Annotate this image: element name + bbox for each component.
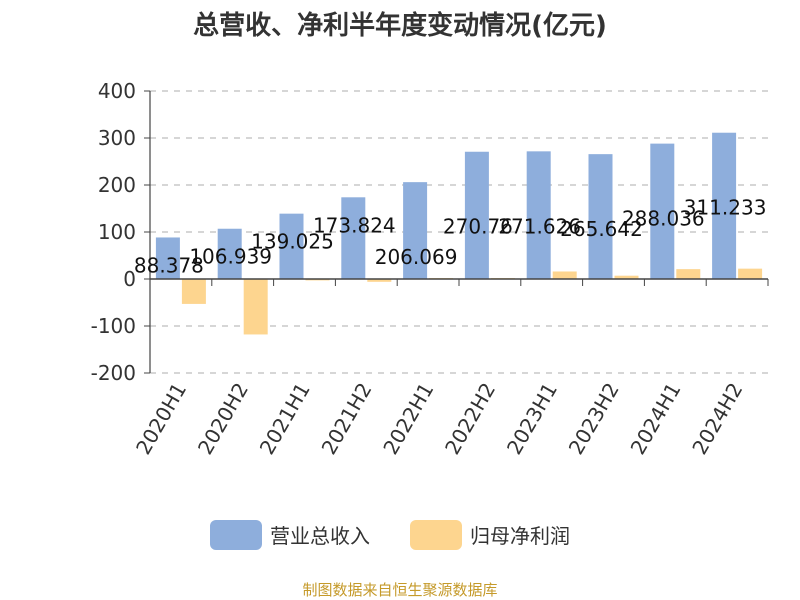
legend: 营业总收入 归母净利润 bbox=[210, 520, 570, 550]
bar-revenue[interactable] bbox=[588, 154, 613, 279]
x-tick-label: 2020H2 bbox=[193, 379, 253, 459]
x-tick-label: 2024H2 bbox=[687, 379, 747, 459]
x-tick-label: 2021H1 bbox=[255, 379, 315, 459]
data-label-revenue: 270.76 bbox=[443, 215, 513, 239]
bar-revenue[interactable] bbox=[217, 228, 242, 279]
bars bbox=[155, 132, 763, 335]
bar-revenue[interactable] bbox=[526, 151, 551, 279]
bar-revenue[interactable] bbox=[341, 197, 366, 279]
bar-revenue[interactable] bbox=[464, 151, 489, 279]
x-tick-label: 2020H1 bbox=[131, 379, 191, 459]
bar-net-profit[interactable] bbox=[614, 275, 639, 279]
bar-net-profit[interactable] bbox=[181, 279, 206, 304]
x-tick-label: 2022H2 bbox=[440, 379, 500, 459]
y-tick-label: 0 bbox=[123, 267, 136, 291]
x-tick-label: 2023H1 bbox=[502, 379, 562, 459]
bar-revenue[interactable] bbox=[155, 237, 180, 279]
y-tick-label: 300 bbox=[98, 126, 136, 150]
legend-label-net-profit: 归母净利润 bbox=[470, 524, 570, 548]
data-label-revenue: 265.642 bbox=[560, 217, 643, 241]
y-tick-label: 400 bbox=[98, 79, 136, 103]
bar-revenue[interactable] bbox=[403, 182, 428, 279]
y-tick-label: 200 bbox=[98, 173, 136, 197]
y-tick-label: -200 bbox=[91, 361, 136, 385]
legend-swatch-revenue[interactable] bbox=[210, 520, 262, 550]
data-label-revenue: 173.824 bbox=[313, 213, 396, 237]
bar-net-profit[interactable] bbox=[367, 279, 392, 282]
data-label-revenue: 106.939 bbox=[189, 245, 272, 269]
x-tick-label: 2024H1 bbox=[626, 379, 686, 459]
legend-swatch-net-profit[interactable] bbox=[410, 520, 462, 550]
data-label-revenue: 139.025 bbox=[251, 230, 334, 254]
legend-label-revenue: 营业总收入 bbox=[270, 524, 370, 548]
y-tick-label: 100 bbox=[98, 220, 136, 244]
bar-net-profit[interactable] bbox=[552, 271, 577, 279]
data-label-revenue: 88.378 bbox=[134, 253, 204, 277]
chart-title: 总营收、净利半年度变动情况(亿元) bbox=[193, 10, 607, 41]
bar-net-profit[interactable] bbox=[676, 269, 701, 279]
x-tick-label: 2022H1 bbox=[378, 378, 438, 458]
bar-net-profit[interactable] bbox=[243, 279, 268, 335]
bar-revenue[interactable] bbox=[650, 143, 675, 279]
data-label-revenue: 311.233 bbox=[684, 196, 767, 220]
bar-net-profit[interactable] bbox=[738, 268, 763, 279]
bar-revenue[interactable] bbox=[712, 132, 737, 279]
bar-revenue[interactable] bbox=[279, 213, 304, 279]
x-tick-label: 2021H2 bbox=[317, 379, 377, 459]
x-tick-label: 2023H2 bbox=[564, 379, 624, 459]
data-label-revenue: 288.036 bbox=[622, 207, 705, 231]
y-tick-label: -100 bbox=[91, 314, 136, 338]
source-footer: 制图数据来自恒生聚源数据库 bbox=[302, 581, 497, 599]
data-label-revenue: 206.069 bbox=[375, 245, 458, 269]
data-label-revenue: 271.626 bbox=[498, 214, 581, 238]
